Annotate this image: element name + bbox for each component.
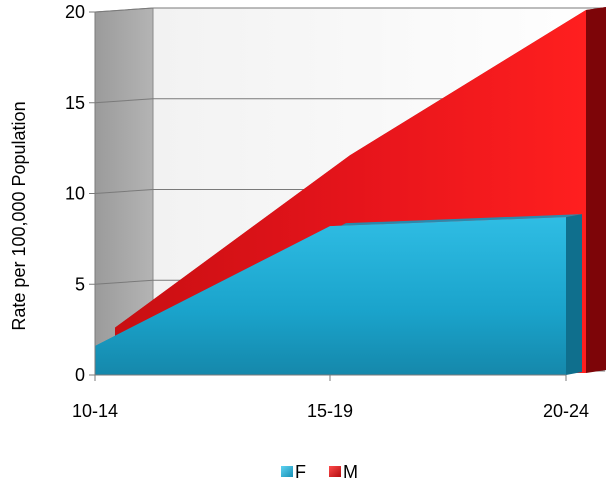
y-tick-label: 15 bbox=[65, 93, 85, 113]
area-f bbox=[95, 217, 566, 375]
legend-label-f: F bbox=[295, 462, 306, 482]
legend-label-m: M bbox=[343, 462, 358, 482]
x-tick-label: 20-24 bbox=[543, 401, 589, 421]
legend-item-m: M bbox=[329, 462, 358, 482]
y-tick-label: 10 bbox=[65, 184, 85, 204]
area-side-f bbox=[566, 214, 582, 375]
x-tick-label: 15-19 bbox=[307, 401, 353, 421]
series-f bbox=[95, 214, 582, 375]
x-tick-label: 10-14 bbox=[72, 401, 118, 421]
legend-swatch-f bbox=[281, 466, 293, 477]
y-axis-title: Rate per 100,000 Population bbox=[9, 101, 29, 330]
gridline bbox=[94, 7, 605, 13]
y-tick-label: 5 bbox=[75, 274, 85, 294]
legend-item-f: F bbox=[281, 462, 306, 482]
legend-swatch-m bbox=[329, 466, 341, 477]
axes bbox=[89, 11, 567, 381]
tick-labels: 0 5 10 15 20 10-14 15-19 20-24 bbox=[65, 2, 589, 421]
series-areas bbox=[95, 7, 606, 375]
y-tick-label: 20 bbox=[65, 2, 85, 22]
y-tick-label: 0 bbox=[75, 365, 85, 385]
area-side-m bbox=[586, 7, 606, 373]
